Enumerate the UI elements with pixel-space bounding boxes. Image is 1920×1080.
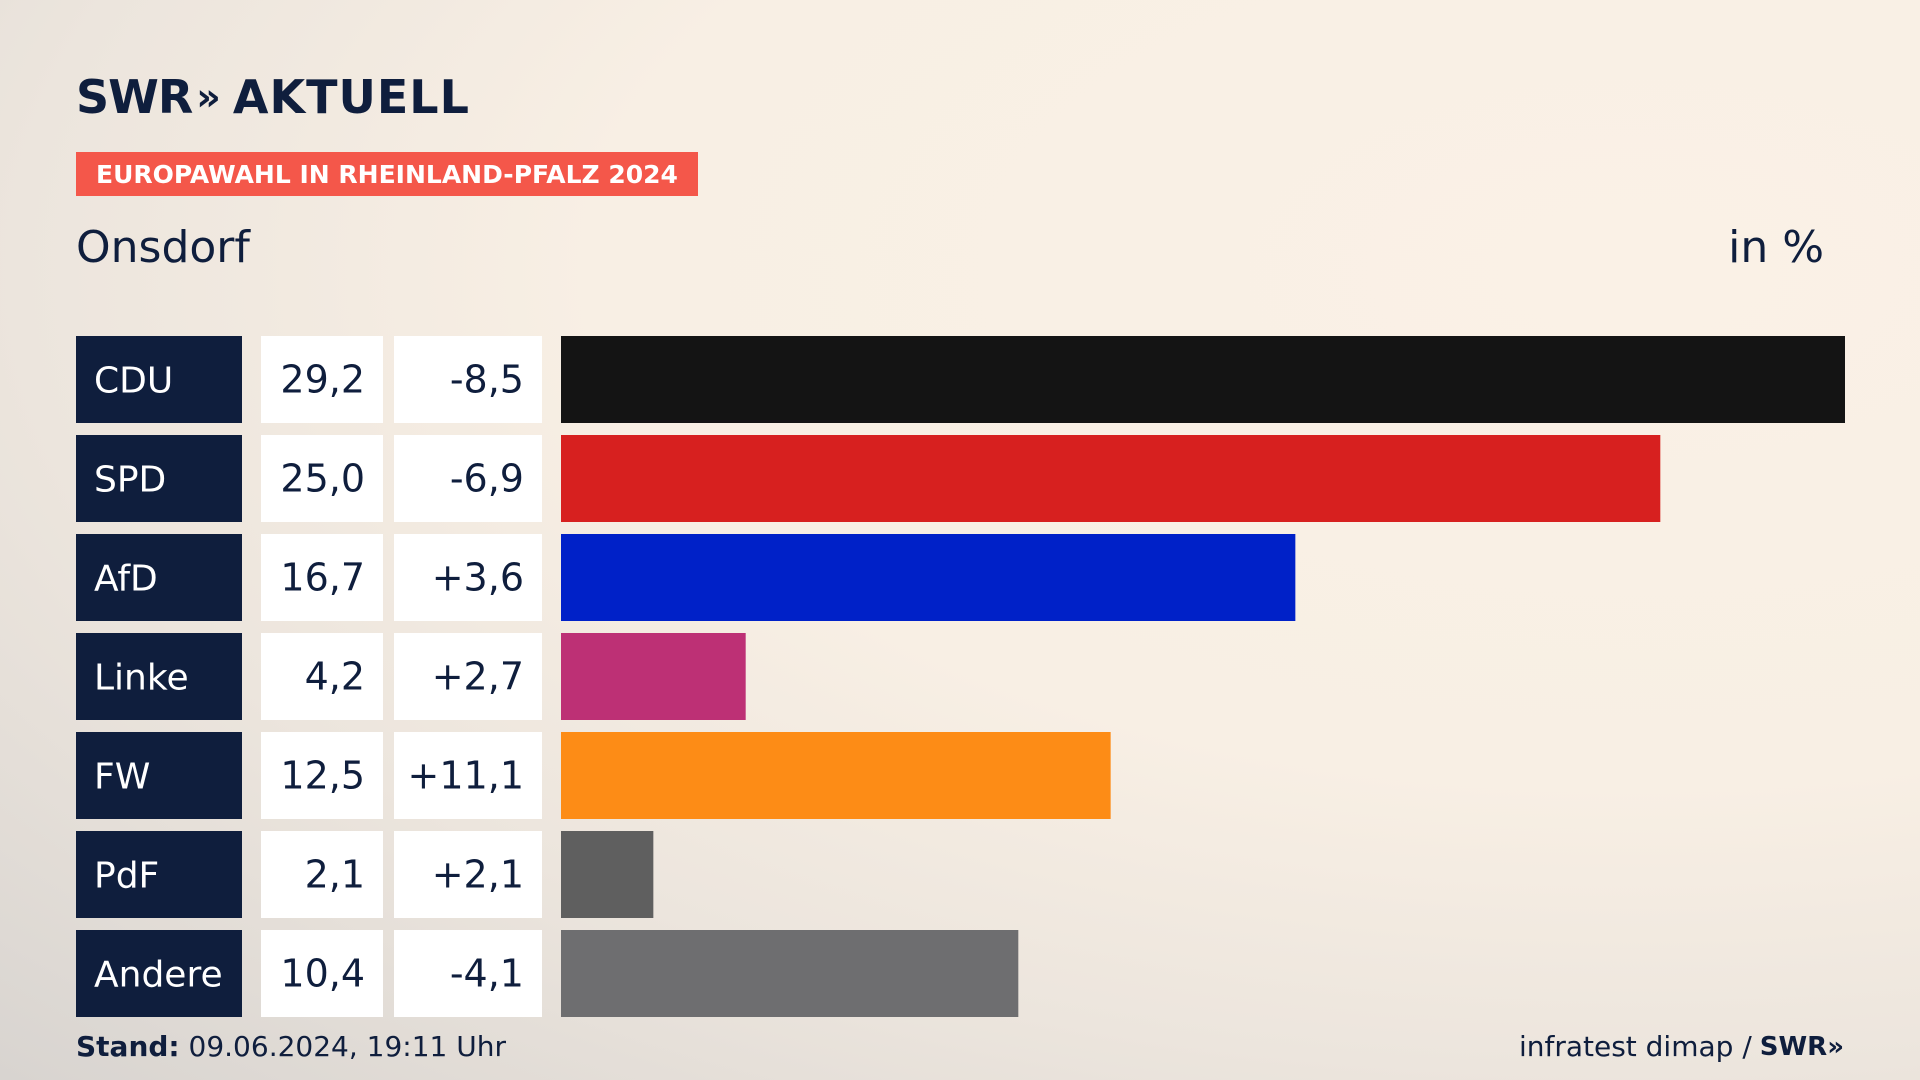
change-label-cdu: -8,5 xyxy=(450,358,524,402)
change-label-afd: +3,6 xyxy=(432,556,524,600)
bar-fw xyxy=(561,732,1111,819)
value-box-fw xyxy=(261,732,383,819)
change-box-andere xyxy=(394,930,542,1017)
change-box-cdu xyxy=(394,336,542,423)
change-label-linke: +2,7 xyxy=(432,655,524,699)
value-label-andere: 10,4 xyxy=(280,952,365,996)
stand-label: Stand: xyxy=(76,1030,180,1063)
party-box-fw xyxy=(76,732,242,819)
swr-aktuell-logo: SWR » AKTUELL xyxy=(76,70,470,124)
change-box-afd xyxy=(394,534,542,621)
party-box-andere xyxy=(76,930,242,1017)
party-box-linke xyxy=(76,633,242,720)
source-chevrons-icon: » xyxy=(1827,1031,1844,1062)
party-box-pdf xyxy=(76,831,242,918)
stand-info: Stand: 09.06.2024, 19:11 Uhr xyxy=(76,1030,506,1063)
unit-label: in % xyxy=(1728,222,1824,273)
change-label-fw: +11,1 xyxy=(408,754,524,798)
stand-value: 09.06.2024, 19:11 Uhr xyxy=(188,1030,506,1063)
bar-linke xyxy=(561,633,746,720)
value-label-afd: 16,7 xyxy=(280,556,365,600)
change-box-linke xyxy=(394,633,542,720)
bar-spd xyxy=(561,435,1661,522)
bar-andere xyxy=(561,930,1019,1017)
value-label-pdf: 2,1 xyxy=(305,853,365,897)
source-text: infratest dimap / xyxy=(1518,1030,1752,1063)
value-label-spd: 25,0 xyxy=(280,457,365,501)
place-title: Onsdorf xyxy=(76,222,250,273)
value-box-cdu xyxy=(261,336,383,423)
bar-afd xyxy=(561,534,1296,621)
value-box-spd xyxy=(261,435,383,522)
bar-cdu xyxy=(561,336,1845,423)
source-info: infratest dimap / SWR» xyxy=(1519,1030,1844,1063)
logo-swr-text: SWR xyxy=(76,70,193,124)
party-box-spd xyxy=(76,435,242,522)
party-label-fw: FW xyxy=(94,757,150,798)
party-label-linke: Linke xyxy=(94,658,189,699)
value-box-andere xyxy=(261,930,383,1017)
party-label-andere: Andere xyxy=(94,955,223,996)
party-label-cdu: CDU xyxy=(94,361,173,402)
change-label-andere: -4,1 xyxy=(450,952,524,996)
source-swr-logo: SWR» xyxy=(1759,1031,1844,1062)
bar-pdf xyxy=(561,831,654,918)
value-label-linke: 4,2 xyxy=(305,655,365,699)
party-label-afd: AfD xyxy=(94,559,158,600)
value-box-pdf xyxy=(261,831,383,918)
party-box-cdu xyxy=(76,336,242,423)
election-badge: EUROPAWAHL IN RHEINLAND-PFALZ 2024 xyxy=(76,152,698,196)
change-box-spd xyxy=(394,435,542,522)
party-box-afd xyxy=(76,534,242,621)
change-box-fw xyxy=(394,732,542,819)
value-box-afd xyxy=(261,534,383,621)
party-label-pdf: PdF xyxy=(94,856,159,897)
logo-aktuell-text: AKTUELL xyxy=(232,70,470,124)
change-label-spd: -6,9 xyxy=(450,457,524,501)
change-label-pdf: +2,1 xyxy=(432,853,524,897)
party-label-spd: SPD xyxy=(94,460,166,501)
value-label-cdu: 29,2 xyxy=(280,358,365,402)
value-box-linke xyxy=(261,633,383,720)
value-label-fw: 12,5 xyxy=(280,754,365,798)
change-box-pdf xyxy=(394,831,542,918)
